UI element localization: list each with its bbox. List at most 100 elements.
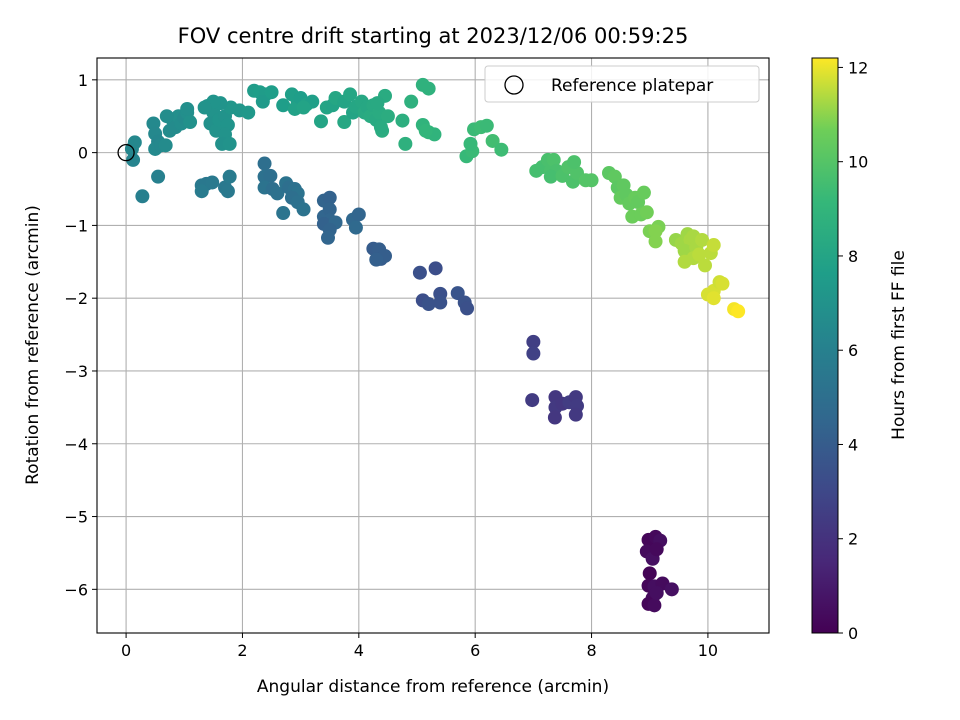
colorbar-tick-label: 12: [848, 58, 868, 77]
data-point: [494, 142, 509, 157]
data-point: [241, 105, 256, 120]
data-point: [433, 295, 448, 310]
data-point: [648, 224, 663, 239]
colorbar-tick-label: 2: [848, 530, 858, 549]
data-point: [706, 238, 721, 253]
data-point: [322, 190, 337, 205]
x-tick-label: 0: [121, 641, 131, 660]
colorbar-tick-label: 10: [848, 153, 868, 172]
y-axis-ticks: 1 0 −1 −2 −3 −4 −5 −6: [64, 71, 97, 599]
y-tick-label: 0: [78, 144, 88, 163]
data-point: [264, 85, 279, 100]
data-point: [296, 100, 311, 115]
data-points: [124, 77, 746, 613]
data-point: [205, 175, 220, 190]
data-point: [348, 220, 363, 235]
data-point: [649, 585, 664, 600]
data-point: [647, 598, 662, 613]
data-point: [159, 109, 174, 124]
data-point: [715, 276, 730, 291]
data-point: [706, 291, 721, 306]
data-point: [404, 94, 419, 109]
y-tick-label: −4: [64, 435, 88, 454]
data-point: [380, 109, 395, 124]
data-point: [463, 136, 478, 151]
data-point: [398, 136, 413, 151]
y-tick-label: −1: [64, 216, 88, 235]
colorbar-tick-label: 0: [848, 624, 858, 643]
x-tick-label: 8: [586, 641, 596, 660]
data-point: [257, 156, 272, 171]
data-point: [263, 168, 278, 183]
data-point: [418, 123, 433, 138]
data-point: [135, 189, 150, 204]
data-point: [547, 410, 562, 425]
y-tick-label: 1: [78, 71, 88, 90]
data-point: [607, 169, 622, 184]
x-tick-label: 6: [470, 641, 480, 660]
plot-frame: [96, 57, 770, 634]
data-point: [642, 566, 657, 581]
colorbar-label: Hours from first FF file: [889, 250, 909, 440]
data-point: [479, 118, 494, 133]
data-point: [276, 206, 291, 221]
data-point: [698, 258, 712, 273]
data-point: [180, 101, 195, 116]
data-point: [197, 100, 212, 115]
data-point: [220, 184, 235, 199]
y-axis-label: Rotation from reference (arcmin): [23, 205, 43, 485]
data-point: [151, 169, 166, 184]
x-tick-label: 4: [354, 641, 364, 660]
legend: Reference platepar: [484, 65, 760, 103]
data-point: [421, 297, 436, 312]
data-point: [567, 155, 582, 170]
x-axis-label: Angular distance from reference (arcmin): [257, 677, 609, 697]
data-point: [373, 120, 388, 135]
data-point: [337, 115, 352, 130]
colorbar-tick-label: 8: [848, 247, 858, 266]
grid-lines: [97, 58, 769, 633]
data-point: [158, 138, 173, 153]
y-tick-label: −5: [64, 508, 88, 527]
data-point: [543, 169, 558, 184]
data-point: [296, 202, 311, 217]
colorbar-gradient: [811, 57, 839, 634]
data-point: [526, 334, 541, 349]
data-point: [421, 81, 436, 96]
data-point: [370, 96, 385, 111]
data-point: [222, 169, 237, 184]
data-point: [526, 346, 541, 361]
y-tick-label: −2: [64, 289, 88, 308]
data-point: [194, 184, 209, 199]
data-point: [584, 173, 599, 188]
x-axis-ticks: 0 2 4 6 8 10: [121, 633, 718, 660]
data-point: [351, 207, 366, 222]
y-tick-label: −6: [64, 580, 88, 599]
data-point: [126, 152, 141, 167]
x-tick-label: 2: [237, 641, 247, 660]
data-point: [270, 186, 285, 201]
data-point: [428, 261, 443, 276]
data-point: [731, 304, 746, 319]
data-point: [485, 133, 500, 148]
colorbar-ticks: 0 2 4 6 8 10 12: [838, 58, 868, 643]
data-point: [276, 98, 291, 113]
colorbar: 0 2 4 6 8 10 12 Hours from first FF file: [811, 57, 909, 643]
data-point: [183, 115, 198, 130]
data-point: [692, 247, 707, 262]
legend-box: [484, 65, 760, 103]
data-point: [648, 234, 663, 249]
data-point: [636, 185, 651, 200]
data-point: [343, 87, 358, 102]
data-point: [649, 542, 664, 557]
data-point: [322, 202, 337, 217]
legend-label: Reference platepar: [551, 76, 713, 96]
data-point: [525, 393, 540, 408]
data-point: [255, 94, 270, 109]
y-tick-label: −3: [64, 362, 88, 381]
legend-marker: [504, 75, 524, 95]
data-point: [395, 113, 410, 128]
data-point: [664, 582, 679, 597]
colorbar-tick-label: 4: [848, 435, 858, 454]
